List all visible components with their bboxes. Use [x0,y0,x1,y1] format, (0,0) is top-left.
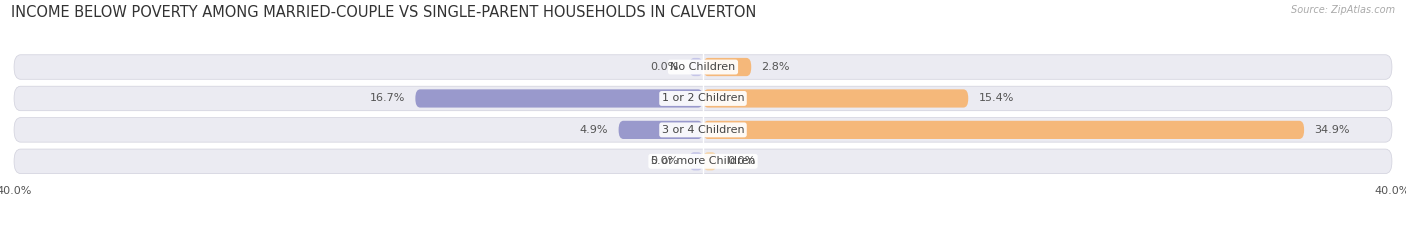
Text: 0.0%: 0.0% [727,156,755,166]
FancyBboxPatch shape [14,86,1392,111]
Text: 2.8%: 2.8% [762,62,790,72]
FancyBboxPatch shape [703,89,969,108]
Text: Source: ZipAtlas.com: Source: ZipAtlas.com [1291,5,1395,15]
FancyBboxPatch shape [415,89,703,108]
Text: 0.0%: 0.0% [651,156,679,166]
Text: No Children: No Children [671,62,735,72]
Text: 34.9%: 34.9% [1315,125,1350,135]
Text: 15.4%: 15.4% [979,93,1014,103]
Text: 5 or more Children: 5 or more Children [651,156,755,166]
Text: 3 or 4 Children: 3 or 4 Children [662,125,744,135]
FancyBboxPatch shape [14,55,1392,79]
FancyBboxPatch shape [703,58,751,76]
FancyBboxPatch shape [689,58,703,76]
FancyBboxPatch shape [689,152,703,170]
Text: 1 or 2 Children: 1 or 2 Children [662,93,744,103]
Text: INCOME BELOW POVERTY AMONG MARRIED-COUPLE VS SINGLE-PARENT HOUSEHOLDS IN CALVERT: INCOME BELOW POVERTY AMONG MARRIED-COUPL… [11,5,756,20]
Text: 16.7%: 16.7% [370,93,405,103]
FancyBboxPatch shape [703,152,717,170]
Text: 0.0%: 0.0% [651,62,679,72]
FancyBboxPatch shape [703,121,1305,139]
FancyBboxPatch shape [14,118,1392,142]
FancyBboxPatch shape [14,149,1392,174]
FancyBboxPatch shape [619,121,703,139]
Text: 4.9%: 4.9% [579,125,609,135]
